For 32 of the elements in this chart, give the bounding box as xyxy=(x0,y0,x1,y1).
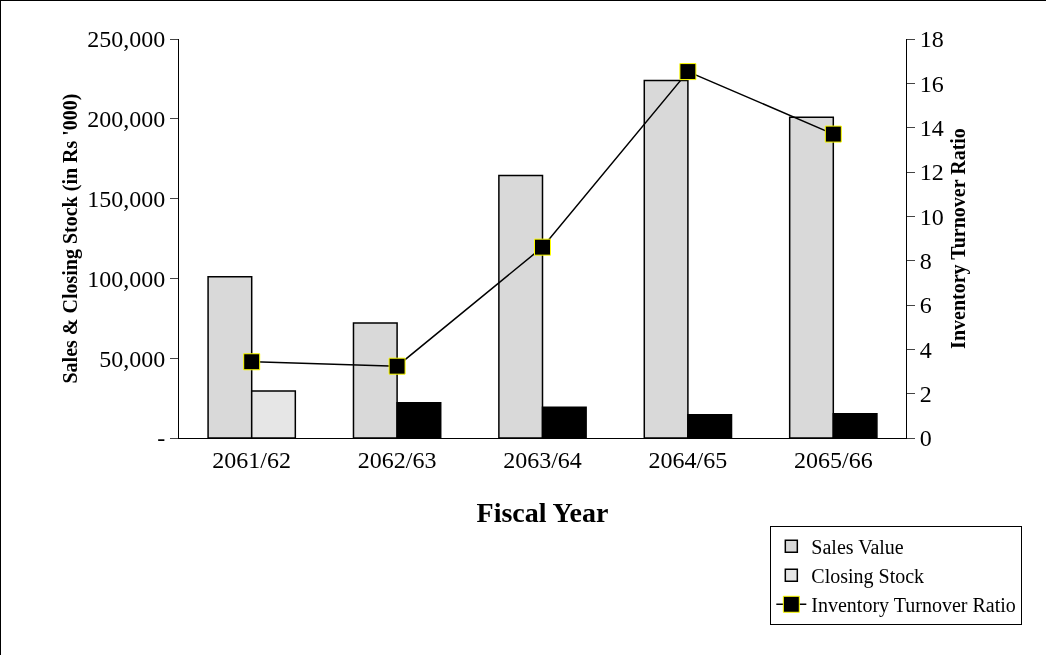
y2-axis-title: Inventory Turnover Ratio xyxy=(947,128,971,349)
y2-tick-label: 0 xyxy=(919,425,932,452)
y2-tick-label: 14 xyxy=(919,115,944,142)
y-tick-label: 150,000 xyxy=(87,186,166,212)
y2-tick-label: 8 xyxy=(919,248,932,275)
x-tick-label: 2065/66 xyxy=(793,446,873,473)
y-axis-title: Sales & Closing Stock (in Rs '000) xyxy=(58,93,82,384)
y-tick-label: 250,000 xyxy=(87,26,166,53)
legend-label: Sales Value xyxy=(811,536,904,559)
y-tick-label: 100,000 xyxy=(87,265,166,292)
x-axis-title: Fiscal Year xyxy=(476,496,609,528)
x-tick-label: 2063/64 xyxy=(503,446,582,473)
y2-tick-label: 12 xyxy=(919,159,944,186)
y2-tick-label: 10 xyxy=(919,203,944,230)
x-tick-label: 2061/62 xyxy=(212,446,292,473)
y2-tick-label: 2 xyxy=(919,381,932,408)
x-tick-label: 2064/65 xyxy=(648,446,728,473)
point xyxy=(679,63,697,81)
y2-tick-label: 16 xyxy=(919,70,944,97)
y-tick-label: - xyxy=(157,425,166,452)
point xyxy=(534,238,551,256)
y-tick-label: 200,000 xyxy=(87,106,166,133)
y2-tick-label: 18 xyxy=(919,26,944,53)
legend-label: Inventory Turnover Ratio xyxy=(811,594,1016,618)
y2-tick-label: 4 xyxy=(919,336,932,363)
x-tick-label: 2062/63 xyxy=(357,446,437,473)
y-tick-label: 50,000 xyxy=(99,345,166,372)
point xyxy=(243,353,261,371)
point xyxy=(824,125,842,143)
y2-tick-label: 6 xyxy=(919,292,932,319)
legend-label: Closing Stock xyxy=(811,565,925,589)
point xyxy=(388,357,406,375)
